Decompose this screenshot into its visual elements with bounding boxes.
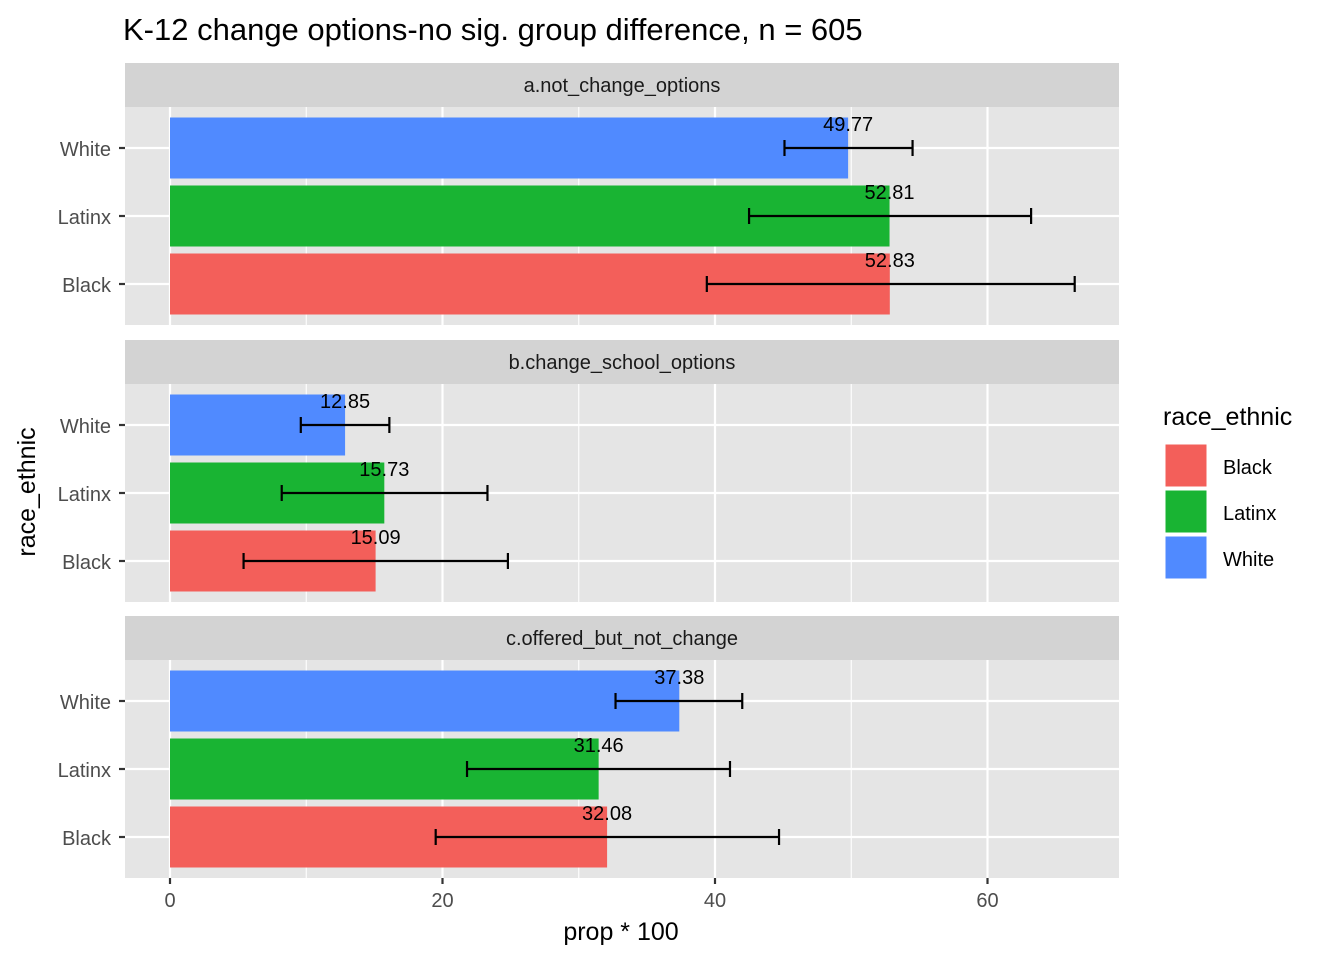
x-tick-label: 0 bbox=[164, 890, 175, 912]
y-axis-title: race_ethnic bbox=[13, 427, 41, 556]
legend-label: Black bbox=[1223, 457, 1273, 479]
data-label: 37.38 bbox=[654, 667, 704, 689]
error-bar bbox=[747, 208, 1033, 224]
facet-strip bbox=[125, 616, 1119, 660]
data-label: 49.77 bbox=[823, 114, 873, 136]
facet-panel: a.not_change_options White Latinx Black 49.7… bbox=[58, 63, 1119, 325]
error-bar bbox=[299, 417, 391, 433]
facet-panel: c.offered_but_not_change White Latinx Black… bbox=[58, 616, 1119, 878]
x-tick-label: 20 bbox=[431, 890, 453, 912]
error-bar bbox=[783, 140, 914, 156]
y-tick-label: White bbox=[60, 416, 111, 438]
x-axis: 0 20 40 60 bbox=[164, 878, 999, 912]
legend-label: White bbox=[1223, 549, 1274, 571]
facet-strip-label: c.offered_but_not_change bbox=[506, 628, 738, 650]
error-bar bbox=[705, 276, 1076, 292]
error-bar bbox=[465, 761, 732, 777]
facet-strip bbox=[125, 340, 1119, 384]
chart-title: K-12 change options-no sig. group differ… bbox=[123, 12, 863, 47]
legend-title: race_ethnic bbox=[1163, 403, 1292, 431]
y-tick-label: Latinx bbox=[58, 207, 111, 229]
legend-swatch bbox=[1164, 489, 1208, 534]
legend: race_ethnic Black Latinx White bbox=[1163, 403, 1292, 580]
data-label: 52.81 bbox=[865, 182, 915, 204]
x-axis-title: prop * 100 bbox=[563, 918, 678, 946]
legend-item: Black bbox=[1164, 443, 1273, 488]
facet-strip-label: b.change_school_options bbox=[509, 352, 736, 374]
bar-white bbox=[170, 670, 680, 732]
y-tick-label: Latinx bbox=[58, 760, 111, 782]
error-bar bbox=[242, 553, 509, 569]
error-bar bbox=[434, 829, 781, 845]
legend-label: Latinx bbox=[1223, 503, 1276, 525]
data-label: 31.46 bbox=[574, 735, 624, 757]
facet-strip-label: a.not_change_options bbox=[524, 75, 721, 97]
data-label: 52.83 bbox=[865, 250, 915, 272]
legend-swatch bbox=[1164, 443, 1208, 488]
data-label: 12.85 bbox=[320, 391, 370, 413]
legend-swatch bbox=[1164, 535, 1208, 580]
facet-strip bbox=[125, 63, 1119, 107]
y-tick-label: Latinx bbox=[58, 484, 111, 506]
error-bar bbox=[614, 693, 744, 709]
data-label: 15.09 bbox=[351, 527, 401, 549]
y-tick-label: Black bbox=[62, 828, 112, 850]
x-tick-label: 40 bbox=[704, 890, 726, 912]
data-label: 32.08 bbox=[582, 803, 632, 825]
y-tick-label: White bbox=[60, 692, 111, 714]
x-tick-label: 60 bbox=[976, 890, 998, 912]
y-tick-label: Black bbox=[62, 552, 112, 574]
legend-item: White bbox=[1164, 535, 1274, 580]
error-bar bbox=[280, 485, 489, 501]
facets-layer: a.not_change_options White Latinx Black 49.7… bbox=[58, 63, 1119, 878]
y-tick-label: White bbox=[60, 139, 111, 161]
bar-white bbox=[170, 117, 849, 179]
data-label: 15.73 bbox=[359, 459, 409, 481]
facet-panel: b.change_school_options White Latinx Black 1… bbox=[58, 340, 1119, 602]
y-tick-label: Black bbox=[62, 275, 112, 297]
legend-item: Latinx bbox=[1164, 489, 1276, 534]
